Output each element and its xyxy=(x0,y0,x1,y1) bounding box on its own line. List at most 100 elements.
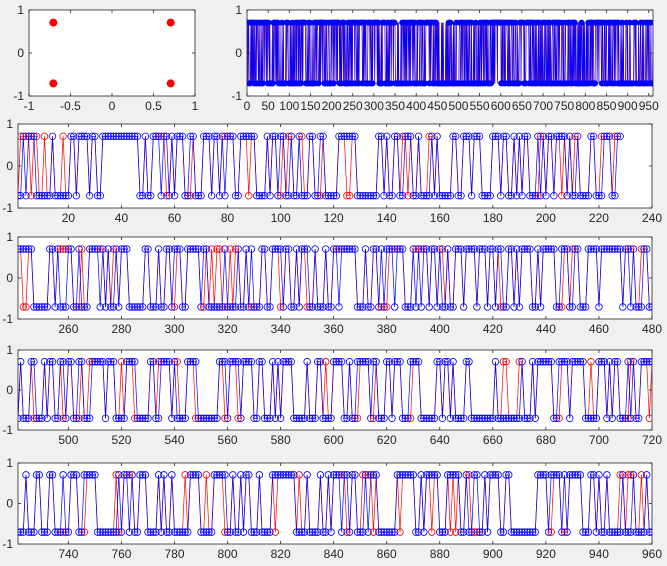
series-marker-red xyxy=(27,191,35,200)
series-marker-blue xyxy=(467,414,476,422)
series-marker-blue xyxy=(261,414,269,422)
series-marker-blue xyxy=(600,245,608,253)
series-marker-red xyxy=(62,245,70,253)
series-marker-blue xyxy=(438,191,447,200)
series-marker-red xyxy=(383,303,391,311)
series-marker-blue xyxy=(91,471,99,479)
series-marker-blue xyxy=(165,245,173,253)
series-marker-red xyxy=(335,245,343,253)
series-marker-blue xyxy=(218,303,226,311)
series-marker-blue xyxy=(481,245,489,253)
series-marker-blue xyxy=(32,414,41,422)
series-marker-blue xyxy=(324,303,333,311)
series-marker-blue xyxy=(77,528,86,536)
series-marker-blue xyxy=(197,303,205,311)
x-tick-label: 450 xyxy=(427,99,447,113)
series-marker-blue xyxy=(247,80,253,87)
series-marker-blue xyxy=(491,132,500,141)
series-marker-blue xyxy=(359,303,367,311)
series-marker-red xyxy=(40,132,49,141)
series-marker-blue xyxy=(165,191,173,200)
series-marker-blue xyxy=(595,191,603,200)
series-marker-blue xyxy=(154,132,163,141)
series-marker-blue xyxy=(282,471,290,479)
series-marker-blue xyxy=(285,19,292,26)
series-marker-blue xyxy=(189,132,197,141)
series-marker-blue xyxy=(335,471,343,479)
series-marker-blue xyxy=(377,414,386,422)
series-marker-blue xyxy=(600,528,608,536)
x-tick-label: 350 xyxy=(385,99,405,113)
series-marker-blue xyxy=(438,414,447,422)
series-marker-blue xyxy=(54,191,62,200)
series-marker-blue xyxy=(576,191,585,200)
series-marker-red xyxy=(59,414,67,422)
series-marker-blue xyxy=(398,471,407,479)
series-marker-blue xyxy=(454,245,463,253)
series-marker-blue xyxy=(64,528,73,536)
series-marker-blue xyxy=(343,132,351,141)
series-marker-blue xyxy=(112,132,120,141)
x-tick-label: 960 xyxy=(642,547,662,561)
series-marker-blue xyxy=(438,528,447,536)
series-marker-blue xyxy=(245,303,253,311)
series-marker-blue xyxy=(131,303,139,311)
series-marker-blue xyxy=(430,191,439,200)
x-tick-label: 650 xyxy=(512,99,532,113)
series-marker-blue xyxy=(242,245,250,253)
series-marker-blue xyxy=(184,528,192,536)
series-marker-blue xyxy=(70,303,78,311)
series-marker-blue xyxy=(566,303,574,311)
series-marker-blue xyxy=(536,358,545,366)
x-tick-label: 600 xyxy=(324,433,344,447)
series-marker-blue xyxy=(239,358,248,366)
series-marker-blue xyxy=(576,358,585,366)
series-marker-blue xyxy=(428,471,436,479)
series-marker-blue xyxy=(584,245,593,253)
series-marker-blue xyxy=(35,303,43,311)
series-marker-blue xyxy=(327,528,335,536)
series-marker-blue xyxy=(520,132,529,141)
series-marker-blue xyxy=(242,358,250,366)
series-marker-blue xyxy=(449,132,457,141)
series-marker-blue xyxy=(465,132,473,141)
series-marker-blue xyxy=(152,528,160,536)
series-marker-blue xyxy=(274,19,281,26)
series-marker-blue xyxy=(526,414,534,422)
series-marker-blue xyxy=(268,132,277,141)
series-marker-red xyxy=(558,303,566,311)
series-marker-blue xyxy=(383,528,391,536)
series-marker-blue xyxy=(186,471,195,479)
series-marker-blue xyxy=(592,414,600,422)
series-marker-red xyxy=(276,303,285,311)
series-marker-blue xyxy=(226,132,234,141)
series-marker-blue xyxy=(459,303,468,311)
series-marker-blue xyxy=(229,358,237,366)
x-tick-label: 200 xyxy=(322,99,342,113)
series-marker-blue xyxy=(96,303,104,311)
series-marker-blue xyxy=(202,245,211,253)
series-marker-blue xyxy=(348,414,356,422)
series-marker-blue xyxy=(451,132,460,141)
series-marker-blue xyxy=(255,358,264,366)
series-marker-blue xyxy=(59,303,67,311)
x-tick-label: 150 xyxy=(300,99,320,113)
series-marker-blue xyxy=(502,132,510,141)
series-marker-blue xyxy=(414,358,423,366)
series-marker-blue xyxy=(398,414,407,422)
series-marker-blue xyxy=(93,528,102,536)
series-marker-blue xyxy=(19,132,28,141)
series-marker-blue xyxy=(64,191,73,200)
x-tick-label: 840 xyxy=(324,547,344,561)
x-tick-label: 460 xyxy=(589,322,609,336)
series-marker-blue xyxy=(332,358,341,366)
axes-3: 20 40 60 80 100 120 140 160 180 200 220 240 -1 0 1 xyxy=(2,117,662,225)
series-marker-blue xyxy=(401,303,409,311)
series-marker-blue xyxy=(35,191,43,200)
series-marker-blue xyxy=(481,191,489,200)
series-marker-blue xyxy=(507,245,516,253)
series-marker-red xyxy=(109,245,118,253)
series-marker-blue xyxy=(43,528,51,536)
series-marker-blue xyxy=(523,245,532,253)
series-marker-blue xyxy=(627,303,635,311)
